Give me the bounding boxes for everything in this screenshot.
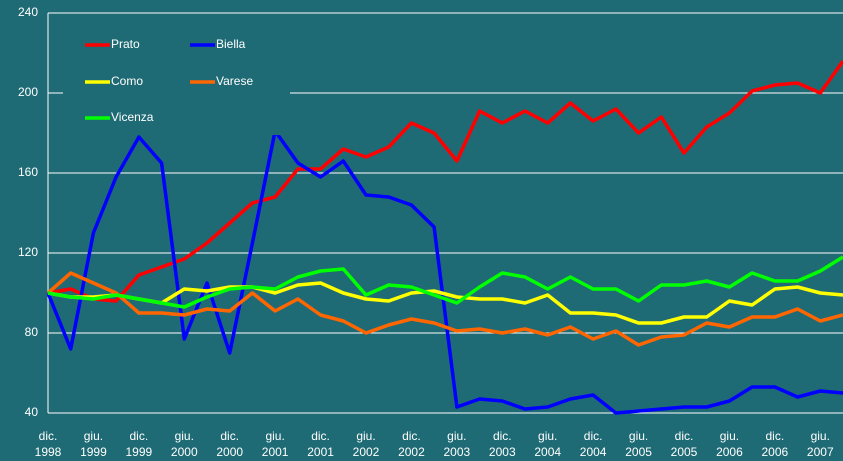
legend-label: Como bbox=[111, 74, 143, 88]
series-line bbox=[47, 59, 843, 303]
legend-label: Vicenza bbox=[111, 110, 154, 124]
legend-label: Prato bbox=[111, 37, 140, 51]
x-tick-label: giu. 2000 bbox=[171, 429, 198, 459]
x-tick-label: dic. 2003 bbox=[489, 429, 516, 459]
x-tick-label: dic. 1998 bbox=[35, 429, 62, 459]
x-tick-label: giu. 2005 bbox=[625, 429, 652, 459]
x-tick-label: dic. 1999 bbox=[126, 429, 153, 459]
x-tick-label: giu. 2003 bbox=[444, 429, 471, 459]
series-line bbox=[47, 255, 843, 309]
y-tick-label: 80 bbox=[25, 325, 39, 339]
y-tick-label: 160 bbox=[18, 165, 38, 179]
x-tick-label: giu. 2002 bbox=[353, 429, 380, 459]
x-tick-label: giu. 2004 bbox=[534, 429, 561, 459]
x-tick-label: dic. 2002 bbox=[398, 429, 425, 459]
x-tick-label: giu. 2006 bbox=[716, 429, 743, 459]
x-tick-label: dic. 2000 bbox=[216, 429, 243, 459]
x-tick-label: giu. 2001 bbox=[262, 429, 289, 459]
series-line bbox=[47, 281, 843, 325]
x-tick-label: dic. 2005 bbox=[671, 429, 698, 459]
y-tick-label: 200 bbox=[18, 85, 38, 99]
x-tick-label: dic. 2006 bbox=[762, 429, 789, 459]
y-tick-label: 40 bbox=[25, 405, 39, 419]
legend-label: Varese bbox=[216, 74, 253, 88]
x-tick-label: dic. 2004 bbox=[580, 429, 607, 459]
x-tick-label: giu. 2007 bbox=[807, 429, 834, 459]
series-line bbox=[46, 129, 843, 415]
x-tick-label: dic. 2001 bbox=[307, 429, 334, 459]
x-tick-label: giu. 1999 bbox=[80, 429, 107, 459]
y-tick-label: 120 bbox=[18, 245, 38, 259]
y-tick-label: 240 bbox=[18, 5, 38, 19]
series-line bbox=[46, 271, 843, 347]
legend-label: Biella bbox=[216, 37, 246, 51]
